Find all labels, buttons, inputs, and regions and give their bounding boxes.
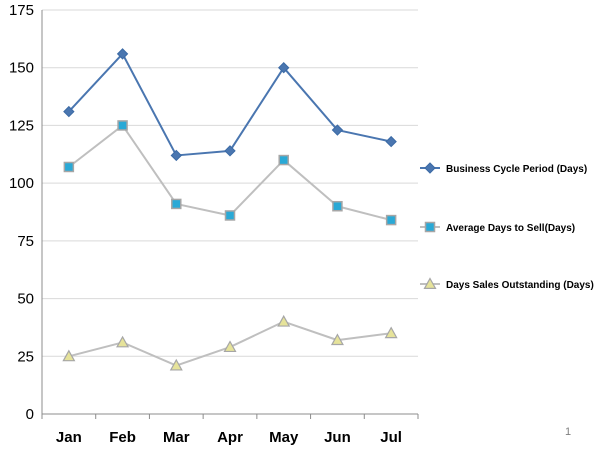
data-point <box>223 340 237 353</box>
data-point <box>278 62 290 74</box>
data-point <box>331 124 344 136</box>
legend-marker <box>424 162 436 174</box>
data-point <box>116 48 129 60</box>
data-point <box>171 198 182 210</box>
x-tick-label: Jun <box>324 429 351 446</box>
data-point <box>62 349 76 362</box>
data-point <box>63 161 75 173</box>
data-point <box>117 120 128 131</box>
series-1 <box>63 48 397 162</box>
x-tick-label: May <box>269 429 299 446</box>
x-tick-label: Jul <box>380 429 402 446</box>
legend-marker <box>424 221 436 233</box>
y-tick-label: 100 <box>9 175 34 192</box>
data-point <box>330 333 344 346</box>
legend-entry: Days Sales Outstanding (Days) <box>420 277 594 291</box>
data-point <box>385 135 397 148</box>
data-point <box>385 214 397 226</box>
y-tick-label: 175 <box>9 2 34 19</box>
x-axis: Jan Feb Mar Apr May Jun Jul <box>41 413 419 446</box>
x-tick-label: Feb <box>109 429 136 446</box>
y-axis: 0 25 50 75 100 125 150 175 <box>9 2 43 423</box>
legend-label: Average Days to Sell(Days) <box>446 223 575 234</box>
series-3 <box>62 314 398 371</box>
data-point <box>63 105 75 118</box>
y-tick-label: 50 <box>17 291 34 308</box>
gridlines <box>42 9 418 357</box>
data-point <box>224 145 236 157</box>
legend-label: Business Cycle Period (Days) <box>446 164 587 175</box>
series-line <box>68 124 392 222</box>
data-point <box>116 335 130 348</box>
series-group <box>62 48 398 371</box>
y-tick-label: 125 <box>9 117 34 134</box>
x-tick-label: Apr <box>217 429 243 446</box>
data-point <box>278 154 289 166</box>
series-line <box>68 52 392 157</box>
x-tick-label: Mar <box>163 429 190 446</box>
legend: Business Cycle Period (Days) Average Days… <box>420 162 594 291</box>
data-point <box>277 314 291 327</box>
legend-entry: Average Days to Sell(Days) <box>420 221 575 234</box>
series-2 <box>63 120 397 226</box>
legend-entry: Business Cycle Period (Days) <box>420 162 587 175</box>
data-point <box>170 149 182 162</box>
y-tick-label: 75 <box>17 233 34 250</box>
data-point <box>224 210 236 221</box>
y-tick-label: 0 <box>26 406 34 423</box>
legend-label: Days Sales Outstanding (Days) <box>446 280 594 291</box>
data-point <box>169 358 183 371</box>
x-tick-label: Jan <box>56 429 82 446</box>
legend-marker <box>423 277 437 289</box>
data-point <box>384 326 398 339</box>
y-tick-label: 25 <box>17 348 34 365</box>
page-number: 1 <box>565 426 572 438</box>
data-point <box>332 200 343 212</box>
y-tick-label: 150 <box>9 60 34 77</box>
